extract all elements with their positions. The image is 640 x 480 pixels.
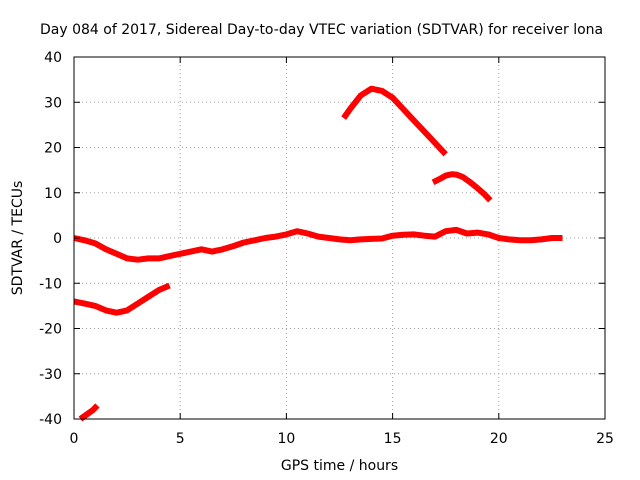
series-line-segment-3 <box>78 403 100 422</box>
y-axis-label: SDTVAR / TECUs <box>10 181 26 296</box>
chart-title: Day 084 of 2017, Sidereal Day-to-day VTE… <box>40 22 603 38</box>
y-tick-label: 40 <box>44 50 62 66</box>
y-tick-label: 10 <box>44 186 62 202</box>
series-line-segment-2 <box>73 282 171 316</box>
axis-ticks: 0 5 10 15 20 25 -40 -30 -20 -10 0 10 20 30 40 <box>39 50 614 447</box>
series-line-segment-5 <box>431 171 493 203</box>
y-tick-label: -40 <box>39 412 62 428</box>
x-axis-label: GPS time / hours <box>281 458 398 474</box>
x-tick-label: 15 <box>384 431 402 447</box>
x-tick-label: 5 <box>176 431 185 447</box>
series-line-main <box>73 226 563 263</box>
series-line-segment-4 <box>341 85 448 157</box>
series-group <box>73 85 563 422</box>
y-tick-label: 30 <box>44 95 62 111</box>
x-tick-label: 10 <box>277 431 295 447</box>
x-tick-label: 25 <box>596 431 614 447</box>
y-tick-label: -10 <box>39 276 62 292</box>
y-tick-label: -20 <box>39 322 62 338</box>
y-tick-label: 20 <box>44 141 62 157</box>
x-tick-label: 0 <box>70 431 79 447</box>
y-tick-label: -30 <box>39 367 62 383</box>
y-tick-label: 0 <box>53 231 62 247</box>
x-tick-label: 20 <box>490 431 508 447</box>
